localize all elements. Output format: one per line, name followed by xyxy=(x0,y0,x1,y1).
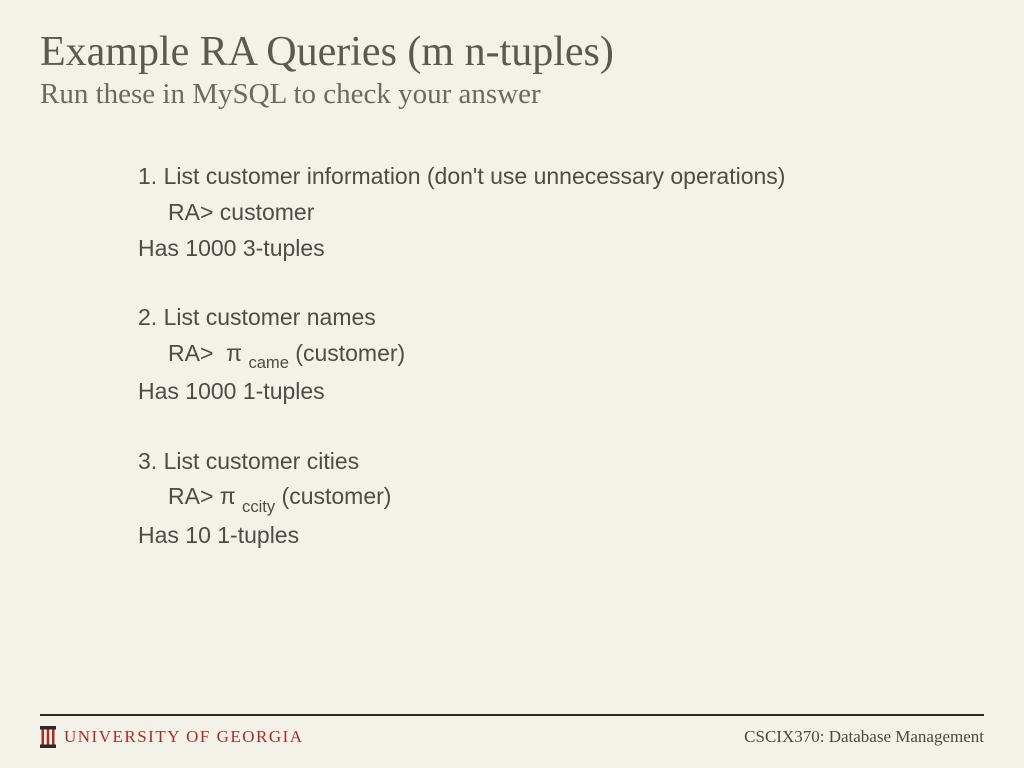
item-2-query: RA> π came (customer) xyxy=(138,336,984,374)
item-2-result: Has 1000 1-tuples xyxy=(138,374,984,410)
university-brand: UNIVERSITY OF GEORGIA xyxy=(40,726,304,748)
slide: Example RA Queries (m n-tuples) Run thes… xyxy=(0,0,1024,768)
footer-row: UNIVERSITY OF GEORGIA CSCIX370: Database… xyxy=(40,726,984,748)
item-2-prompt: 2. List customer names xyxy=(138,300,984,336)
slide-footer: UNIVERSITY OF GEORGIA CSCIX370: Database… xyxy=(40,714,984,748)
slide-title: Example RA Queries (m n-tuples) xyxy=(40,28,984,76)
item-1-query: RA> customer xyxy=(138,195,984,231)
item-3-result: Has 10 1-tuples xyxy=(138,518,984,554)
slide-subtitle: Run these in MySQL to check your answer xyxy=(40,78,984,111)
course-label: CSCIX370: Database Management xyxy=(744,727,984,747)
item-1: 1. List customer information (don't use … xyxy=(138,159,984,266)
item-3: 3. List customer cities RA> π ccity (cus… xyxy=(138,444,984,554)
footer-rule xyxy=(40,714,984,716)
slide-body: 1. List customer information (don't use … xyxy=(138,159,984,553)
item-3-prompt: 3. List customer cities xyxy=(138,444,984,480)
university-name: UNIVERSITY OF GEORGIA xyxy=(64,727,304,747)
item-3-query: RA> π ccity (customer) xyxy=(138,479,984,517)
item-1-result: Has 1000 3-tuples xyxy=(138,231,984,267)
item-2: 2. List customer names RA> π came (custo… xyxy=(138,300,984,410)
item-1-prompt: 1. List customer information (don't use … xyxy=(138,159,984,195)
uga-arch-icon xyxy=(40,726,56,748)
